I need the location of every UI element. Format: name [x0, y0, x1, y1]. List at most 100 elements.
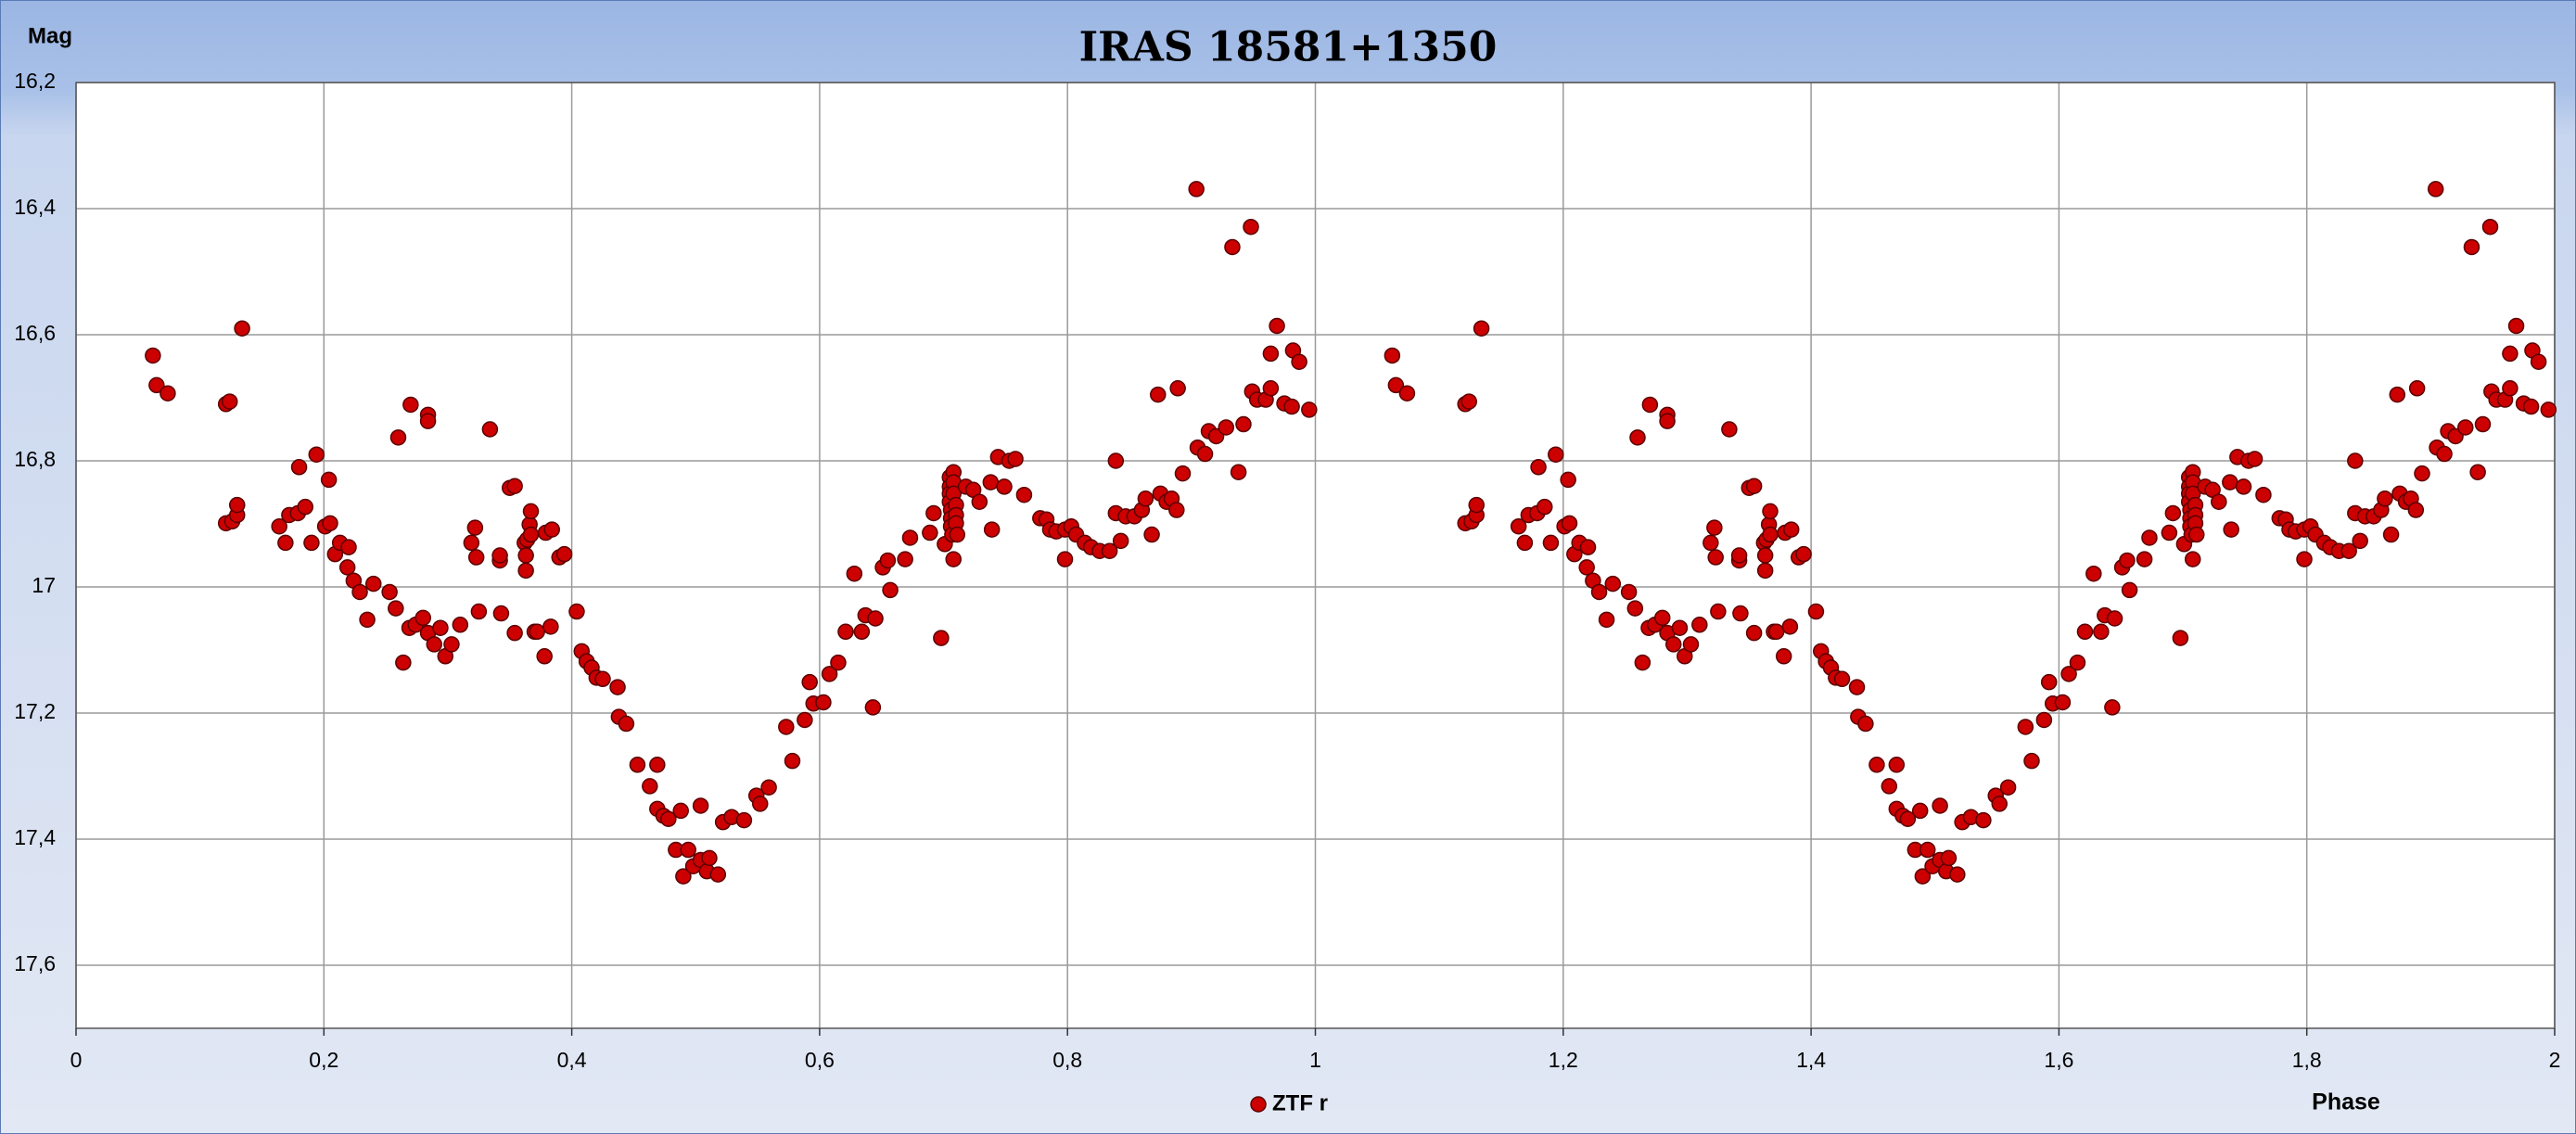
data-point: [1888, 757, 1906, 773]
data-point: [481, 421, 499, 438]
y-tick-label: 16,4: [14, 195, 56, 219]
data-point: [2188, 526, 2205, 543]
data-point: [555, 545, 573, 563]
data-point: [1682, 636, 1700, 653]
data-point: [594, 670, 611, 688]
data-point: [1949, 866, 1966, 883]
data-point: [491, 547, 508, 564]
data-point: [340, 539, 357, 555]
data-point: [709, 866, 727, 883]
data-point: [359, 611, 376, 629]
data-point: [1782, 521, 1800, 538]
data-point: [1781, 618, 1799, 635]
data-point: [1578, 559, 1595, 576]
data-point: [867, 610, 884, 627]
data-point: [522, 526, 540, 543]
data-point: [882, 581, 899, 599]
data-point: [2481, 218, 2499, 236]
data-point: [1107, 452, 1125, 469]
data-point: [2457, 419, 2474, 436]
data-point: [506, 624, 523, 642]
data-point: [1590, 583, 1608, 601]
y-tick-label: 16,2: [14, 69, 56, 93]
data-point: [1598, 611, 1615, 629]
data-point: [2347, 452, 2364, 469]
data-point: [2222, 474, 2238, 491]
data-point: [536, 648, 553, 665]
data-point: [159, 385, 176, 401]
data-point: [2407, 502, 2425, 518]
data-point: [419, 413, 437, 429]
data-point: [1999, 779, 2017, 796]
data-point: [517, 547, 534, 564]
data-point: [2211, 493, 2227, 510]
x-tick-label: 1: [1309, 1048, 1321, 1072]
data-point: [2172, 630, 2189, 646]
data-point: [365, 575, 382, 592]
data-point: [463, 534, 480, 552]
data-point: [2161, 524, 2178, 542]
data-point: [2184, 551, 2201, 567]
data-point: [2502, 380, 2519, 397]
y-axis-label: Mag: [28, 23, 72, 48]
data-point: [1604, 575, 1622, 592]
data-point: [1807, 603, 1825, 620]
data-point: [649, 757, 666, 773]
data-point: [322, 515, 338, 532]
data-point: [1706, 519, 1723, 536]
data-point: [277, 534, 294, 552]
data-point: [971, 493, 988, 510]
data-point: [897, 551, 913, 567]
data-point: [529, 623, 545, 641]
data-point: [2463, 238, 2480, 256]
data-point: [2427, 181, 2444, 197]
data-point: [2060, 666, 2077, 682]
chart-title: IRAS 18581+1350: [1079, 24, 1498, 71]
data-point: [815, 694, 832, 711]
data-point: [1919, 841, 1936, 859]
y-tick-label: 16,6: [14, 321, 56, 345]
data-point: [1473, 320, 1490, 337]
data-point: [2296, 551, 2313, 567]
data-point: [1218, 419, 1235, 436]
x-tick-label: 1,2: [1549, 1048, 1578, 1072]
data-point: [879, 552, 897, 569]
data-point: [922, 524, 938, 542]
x-axis-label: Phase: [2312, 1089, 2380, 1115]
data-point: [2469, 464, 2486, 480]
data-point: [751, 796, 769, 812]
data-point: [522, 503, 540, 520]
data-point: [2377, 491, 2393, 507]
data-point: [1756, 547, 1774, 564]
data-point: [1196, 445, 1214, 463]
data-point: [1387, 376, 1405, 394]
data-point: [1653, 609, 1671, 627]
data-point: [949, 526, 966, 543]
data-point: [234, 320, 250, 337]
data-point: [2507, 317, 2525, 335]
data-point: [1548, 446, 1564, 463]
data-point: [1975, 811, 1992, 829]
data-point: [351, 583, 368, 601]
data-point: [642, 778, 658, 795]
data-point: [1188, 181, 1205, 197]
x-tick-label: 1,8: [2292, 1048, 2322, 1072]
x-tick-label: 1,6: [2044, 1048, 2073, 1072]
data-point: [389, 429, 407, 446]
data-point: [1745, 478, 1763, 494]
data-point: [1516, 534, 1534, 552]
data-point: [1691, 617, 1708, 633]
data-point: [1101, 542, 1118, 559]
ticks: 16,2 16,4 16,6 16,8 17 17,2 17,4 17,6 0 0,2 0,4 0,6…: [14, 69, 2560, 1072]
data-point: [1561, 515, 1578, 532]
data-point: [506, 478, 523, 494]
data-point: [1169, 380, 1186, 397]
legend-marker: [1250, 1096, 1267, 1113]
data-point: [432, 619, 449, 636]
data-point: [426, 636, 442, 653]
data-point: [443, 636, 460, 653]
data-point: [2540, 401, 2557, 418]
x-tick-label: 0,2: [309, 1048, 338, 1072]
data-point: [945, 551, 962, 567]
data-point: [2106, 610, 2123, 627]
